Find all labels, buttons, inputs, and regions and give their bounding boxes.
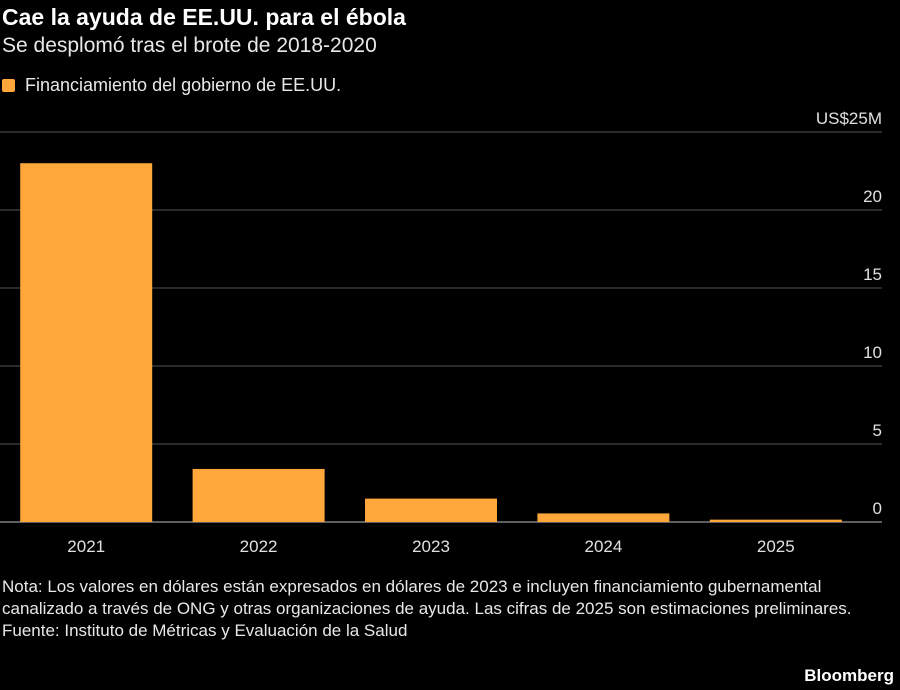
bar-chart: 0 5 10 15 20 US$25M 2021 2022 2023 2024 2025 [0,109,882,556]
legend-label: Financiamiento del gobierno de EE.UU. [25,75,342,95]
bars [20,163,842,522]
y-tick-label: 15 [863,265,882,284]
legend-swatch [2,79,15,92]
source-note: Fuente: Instituto de Métricas y Evaluaci… [2,621,408,640]
x-tick-label: 2023 [412,537,450,556]
x-tick-label: 2024 [584,537,622,556]
y-axis-labels: 0 5 10 15 20 US$25M [816,109,882,518]
bar-2022 [192,468,325,522]
bar-2023 [365,498,497,522]
y-tick-label: 5 [873,421,882,440]
chart-notes: Nota: Los valores en dólares están expre… [2,576,882,642]
x-tick-label: 2021 [67,537,105,556]
x-tick-label: 2025 [757,537,795,556]
bar-2021 [20,163,153,522]
y-tick-label: 10 [863,343,882,362]
chart-title: Cae la ayuda de EE.UU. para el ébola [2,4,406,30]
chart-subtitle: Se desplomó tras el brote de 2018-2020 [2,34,377,57]
legend: Financiamiento del gobierno de EE.UU. [2,75,341,96]
y-tick-label: 0 [873,499,882,518]
x-tick-label: 2022 [240,537,278,556]
x-axis-labels: 2021 2022 2023 2024 2025 [67,537,794,556]
bar-2024 [537,513,670,522]
bar-2025 [709,519,842,522]
y-tick-label: 20 [863,187,882,206]
footnote: Nota: Los valores en dólares están expre… [2,577,852,618]
bloomberg-logo: Bloomberg [804,666,894,685]
y-tick-label: US$25M [816,109,882,128]
